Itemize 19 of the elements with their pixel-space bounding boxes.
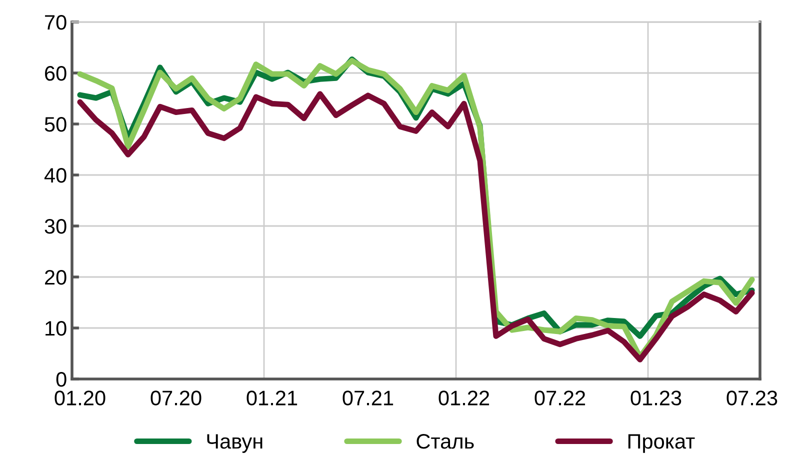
x-tick-label: 01.21 bbox=[246, 390, 298, 406]
y-tick-label: 0 bbox=[56, 372, 66, 387]
legend-label: Прокат bbox=[628, 434, 695, 453]
x-tick-label: 07.22 bbox=[534, 390, 586, 406]
y-tick-label: 70 bbox=[45, 15, 66, 30]
x-tick-label: 07.21 bbox=[342, 390, 394, 406]
y-tick-label: 50 bbox=[44, 117, 66, 132]
legend-label: Сталь bbox=[416, 434, 474, 449]
y-tick-label: 10 bbox=[46, 321, 66, 336]
y-tick-label: 40 bbox=[44, 168, 66, 183]
x-tick-label: 07.23 bbox=[726, 390, 778, 406]
x-tick-label: 07.20 bbox=[150, 390, 202, 406]
y-tick-label: 30 bbox=[44, 219, 66, 234]
x-tick-label: 01.23 bbox=[630, 390, 682, 406]
y-tick-label: 20 bbox=[45, 270, 66, 285]
x-tick-label: 01.22 bbox=[438, 390, 490, 406]
x-tick-label: 01.20 bbox=[54, 390, 106, 406]
y-tick-label: 60 bbox=[45, 66, 66, 81]
legend-label: Чавун bbox=[207, 434, 262, 453]
